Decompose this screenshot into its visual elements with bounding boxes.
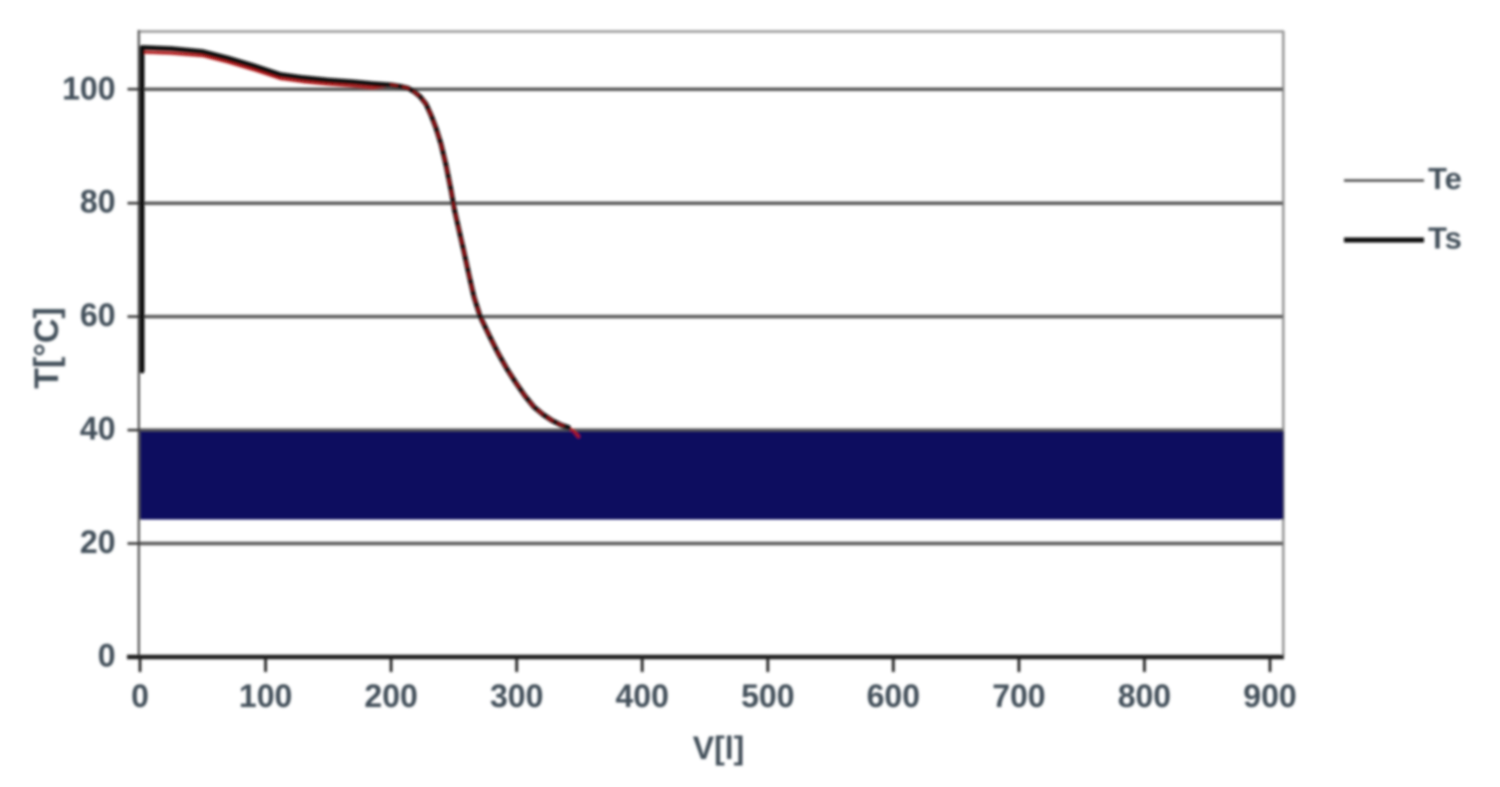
svg-text:800: 800 <box>1118 678 1171 714</box>
svg-text:700: 700 <box>992 678 1045 714</box>
svg-text:300: 300 <box>490 678 543 714</box>
svg-text:40: 40 <box>80 411 116 447</box>
svg-text:400: 400 <box>616 678 669 714</box>
svg-text:0: 0 <box>98 637 116 673</box>
svg-text:600: 600 <box>867 678 920 714</box>
svg-text:0: 0 <box>131 678 149 714</box>
svg-text:500: 500 <box>741 678 794 714</box>
svg-text:80: 80 <box>80 184 116 220</box>
svg-text:Te: Te <box>1428 161 1462 196</box>
svg-text:V[l]: V[l] <box>693 730 745 766</box>
svg-text:900: 900 <box>1243 678 1296 714</box>
svg-text:T[°C]: T[°C] <box>28 307 66 389</box>
svg-text:100: 100 <box>62 70 115 106</box>
svg-text:100: 100 <box>239 678 292 714</box>
svg-text:60: 60 <box>80 297 116 333</box>
svg-text:20: 20 <box>80 524 116 560</box>
svg-text:Ts: Ts <box>1428 221 1462 256</box>
svg-text:200: 200 <box>364 678 417 714</box>
